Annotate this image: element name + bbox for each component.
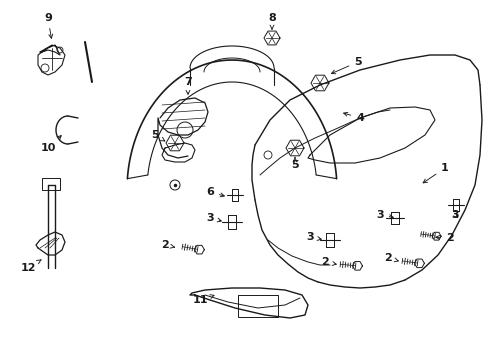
Text: 11: 11 [192,295,214,305]
Bar [42,178,60,190]
Text: 2: 2 [435,233,453,243]
Text: 3: 3 [305,232,321,242]
Text: 9: 9 [44,13,53,38]
Text: 3: 3 [375,210,392,220]
Text: 8: 8 [267,13,275,29]
Text: 10: 10 [40,136,61,153]
Text: 5: 5 [151,130,164,141]
Text: 7: 7 [184,77,191,94]
Text: 4: 4 [343,112,363,123]
Text: 6: 6 [205,187,224,197]
Text: 5: 5 [290,157,298,170]
Bar [238,295,278,317]
Text: 3: 3 [450,210,458,220]
Text: 12: 12 [20,260,41,273]
Text: 5: 5 [331,57,361,74]
Text: 2: 2 [161,240,174,250]
Text: 1: 1 [422,163,448,183]
Text: 3: 3 [206,213,221,223]
Text: 2: 2 [384,253,398,263]
Text: 2: 2 [321,257,336,267]
